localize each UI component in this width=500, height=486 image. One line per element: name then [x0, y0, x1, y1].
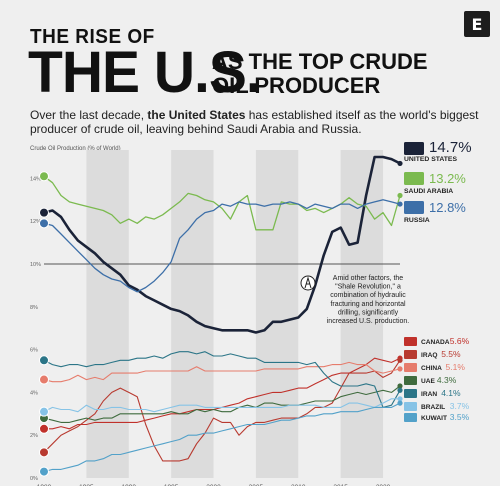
grid-band — [86, 150, 129, 478]
legend-name-ir: IRAN — [421, 391, 437, 398]
x-tick-label: 1985 — [79, 484, 94, 486]
title-right: AS THE TOP CRUDE OIL PRODUCER — [212, 50, 428, 98]
legend-flag-ru-icon — [404, 201, 424, 214]
legend-name-ae: UAE — [421, 378, 436, 385]
subtitle-bold: the United States — [147, 108, 246, 122]
x-tick-label: 1990 — [122, 484, 137, 486]
legend-value-kw: 3.5% — [450, 412, 470, 422]
annotation-line: Amid other factors, the — [333, 275, 404, 282]
brand-logo: E — [464, 11, 490, 37]
legend-flag-cn-icon — [404, 363, 417, 372]
legend-value-iq: 5.5% — [441, 349, 461, 359]
x-tick-label: 2020 — [376, 484, 391, 486]
start-flag-kw-icon — [39, 466, 49, 477]
series-line-ru — [43, 199, 401, 293]
legend-name-cn: CHINA — [421, 365, 442, 372]
annotation-line: "Shale Revolution," a — [335, 284, 401, 291]
end-dot-us — [397, 160, 403, 167]
start-flag-ca-icon — [39, 423, 49, 434]
x-tick-label: 2005 — [249, 484, 264, 486]
legend-value-cn: 5.1% — [446, 362, 466, 372]
annotation-line: increased U.S. production. — [327, 318, 410, 325]
start-flag-sa-icon — [39, 171, 49, 182]
y-tick-label: 6% — [30, 348, 38, 354]
oil-derrick-icon — [300, 275, 316, 291]
start-flag-cn-icon — [39, 374, 49, 385]
legend-name-iq: IRAQ — [421, 352, 437, 359]
legend-flag-ir-icon — [404, 389, 417, 398]
legend-name-ru: RUSSIA — [404, 217, 430, 224]
y-tick-label: 14% — [30, 176, 41, 182]
subtitle: Over the last decade, the United States … — [30, 108, 480, 136]
legend-flag-iq-icon — [404, 350, 417, 359]
series-line-kw — [43, 402, 401, 473]
title-right-line-1: AS THE TOP CRUDE — [212, 49, 428, 74]
start-flag-iq-icon — [39, 447, 49, 458]
legend-flag-kw-icon — [404, 413, 417, 422]
series-line-iq — [43, 359, 401, 462]
title-big: THE U.S. — [28, 39, 262, 106]
annotation-line: drilling, significantly — [338, 309, 399, 316]
y-tick-label: 0% — [30, 476, 38, 482]
legend-name-sa: SAUDI ARABIA — [404, 188, 453, 195]
legend-value-ca: 5.6% — [450, 336, 470, 346]
derrick-glyph — [304, 276, 312, 289]
legend-value-br: 3.7% — [450, 401, 470, 411]
x-tick-label: 2015 — [333, 484, 348, 486]
series-line-cn — [43, 361, 401, 383]
legend-name-us: UNITED STATES — [404, 156, 457, 163]
series-line-ir — [43, 351, 401, 408]
legend-flag-br-icon — [404, 402, 417, 411]
y-tick-label: 12% — [30, 219, 41, 225]
legend-value-sa: 13.2% — [429, 171, 466, 186]
end-dot-ir — [397, 387, 403, 393]
subtitle-post: has established itself as the world's bi… — [30, 108, 479, 136]
legend-value-ru: 12.8% — [429, 200, 466, 215]
legend-value-ae: 4.3% — [437, 375, 457, 385]
y-tick-label: 2% — [30, 433, 38, 439]
legend-flag-us-icon — [404, 142, 424, 155]
y-axis-title: Crude Oil Production (% of World) — [30, 146, 121, 152]
y-tick-label: 4% — [30, 390, 38, 396]
start-flag-us-icon — [39, 207, 49, 218]
end-dot-ae — [397, 383, 403, 389]
start-flag-ir-icon — [39, 355, 49, 366]
end-dot-iq — [397, 357, 403, 363]
grid-band — [255, 150, 299, 478]
legend-flag-ae-icon — [404, 376, 417, 385]
title-right-line-2: OIL PRODUCER — [212, 73, 381, 98]
end-dot-sa — [397, 192, 403, 199]
legend-value-us: 14.7% — [429, 139, 472, 156]
y-tick-label: 10% — [30, 262, 41, 268]
legend-name-kw: KUWAIT — [421, 415, 447, 422]
legend-name-br: BRAZIL — [421, 404, 445, 411]
x-tick-label: 1995 — [164, 484, 179, 486]
x-tick-label: 2010 — [291, 484, 306, 486]
annotation-line: fracturing and horizontal — [330, 301, 406, 308]
legend-flag-ca-icon — [404, 337, 417, 346]
end-dot-cn — [397, 366, 403, 372]
end-dot-kw — [397, 400, 403, 406]
legend-value-ir: 4.1% — [441, 388, 461, 398]
y-tick-label: 8% — [30, 305, 38, 311]
annotation-line: combination of hydraulic — [330, 292, 406, 299]
series-line-us — [43, 155, 401, 334]
end-dot-ru — [397, 201, 403, 207]
x-tick-label: 2000 — [206, 484, 221, 486]
legend-flag-sa-icon — [404, 172, 424, 185]
title-line-1: THE RISE OF — [30, 26, 155, 49]
start-flag-ru-icon — [39, 218, 49, 229]
legend-name-ca: CANADA — [421, 339, 450, 346]
subtitle-pre: Over the last decade, — [30, 108, 148, 122]
series-line-br — [43, 398, 400, 413]
end-dot-br — [397, 396, 403, 402]
grid-band — [171, 150, 214, 478]
x-tick-label: 1980 — [37, 484, 52, 486]
start-flag-br-icon — [39, 406, 49, 417]
series-line-ae — [43, 385, 401, 423]
